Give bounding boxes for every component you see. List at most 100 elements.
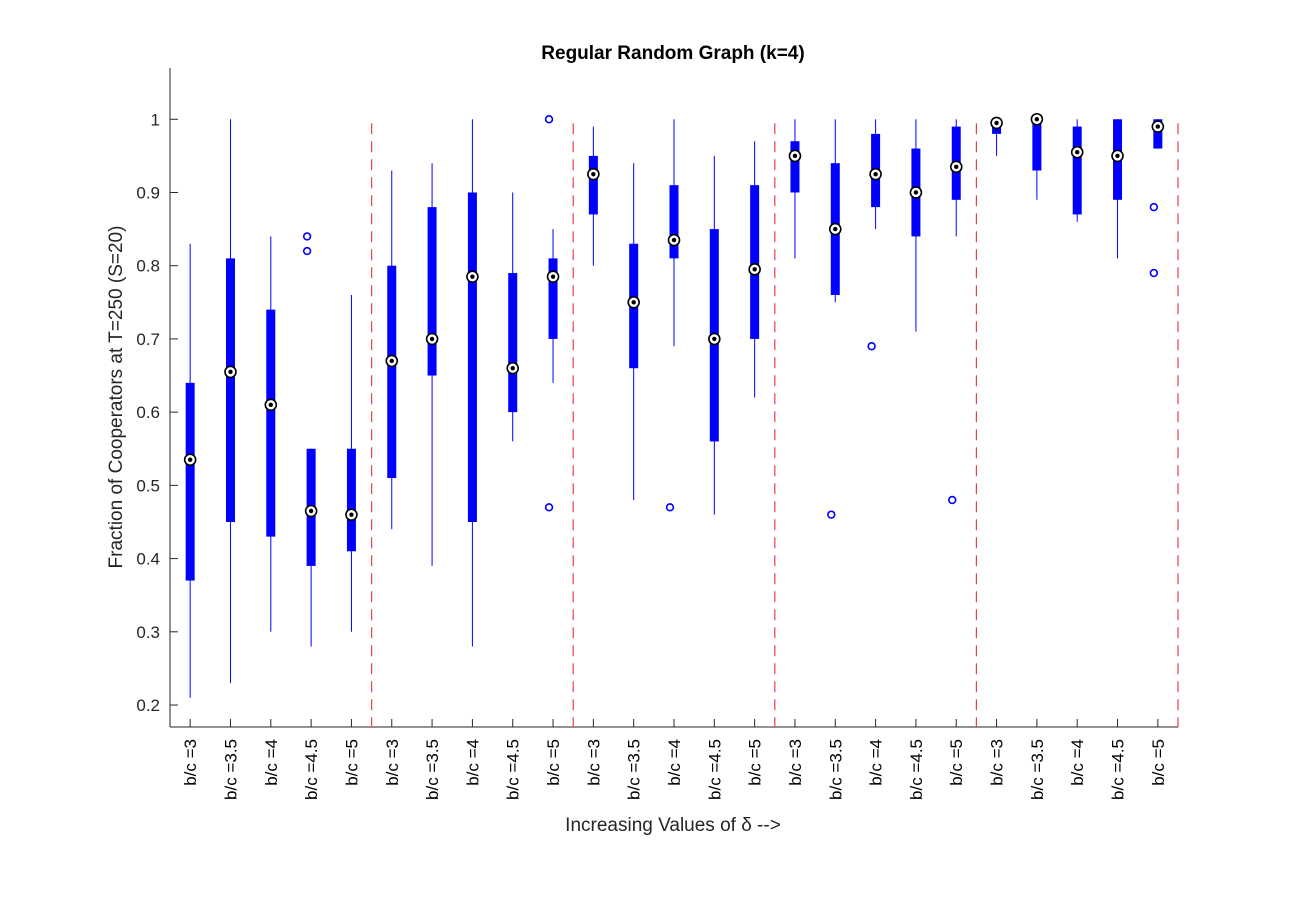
outlier-point (665, 503, 675, 512)
outlier-point (1149, 268, 1159, 278)
x-tick-label: b/c =3 (181, 739, 200, 786)
x-tick-label: b/c =3.5 (1028, 739, 1047, 800)
median-dot (712, 336, 717, 342)
x-tick-label: b/c =4 (463, 739, 482, 786)
box-body (669, 185, 679, 259)
box-11 (587, 126, 600, 266)
y-tick-label: 1 (151, 110, 160, 129)
x-tick-label: b/c =4 (262, 739, 281, 786)
median-dot (671, 237, 677, 243)
outlier-point (948, 495, 957, 505)
x-tick-label: b/c =3.5 (423, 739, 442, 800)
median-dot (228, 369, 233, 375)
box-body (508, 273, 518, 413)
median-dot (1155, 124, 1161, 129)
outlier-point (1149, 202, 1159, 212)
median-dot (550, 274, 556, 279)
median-dot (187, 457, 193, 462)
x-tick-label: b/c =4.5 (907, 739, 926, 800)
x-tick-label: b/c =4.5 (504, 739, 523, 800)
box-body (750, 185, 760, 339)
median-dot (308, 508, 314, 514)
y-tick-label: 0.2 (136, 696, 160, 715)
median-dot (1075, 150, 1080, 155)
box-20 (948, 119, 963, 505)
box-23 (1070, 119, 1084, 222)
outlier-point (302, 232, 312, 241)
box-3 (264, 236, 278, 632)
box-body (225, 258, 235, 522)
box-body (1032, 119, 1042, 171)
box-10 (544, 115, 560, 512)
box-25 (1149, 119, 1165, 278)
box-24 (1111, 119, 1124, 259)
box-8 (466, 119, 479, 647)
box-body (1153, 119, 1163, 149)
box-13 (665, 119, 681, 512)
y-tick-label: 0.3 (136, 623, 160, 642)
outlier-point (867, 342, 876, 351)
median-dot (510, 366, 515, 371)
y-axis-label: Fraction of Cooperators at T=250 (S=20) (106, 226, 127, 569)
box-body (548, 258, 558, 339)
box-body (790, 141, 800, 193)
box-body (266, 309, 276, 537)
median-dot (349, 512, 354, 517)
median-dot (1115, 153, 1120, 159)
median-dot (591, 171, 596, 177)
x-tick-label: b/c =5 (1149, 739, 1168, 786)
box-19 (909, 119, 923, 332)
box-body (346, 448, 356, 552)
x-tick-label: b/c =4.5 (1109, 739, 1128, 800)
outlier-point (827, 510, 836, 519)
median-dot (954, 164, 959, 170)
y-tick-label: 0.5 (136, 476, 160, 495)
box-1 (183, 243, 197, 698)
outlier-point (544, 115, 554, 124)
x-axis-label: Increasing Values of δ --> (565, 815, 781, 836)
x-tick-label: b/c =5 (947, 739, 966, 786)
x-tick-label: b/c =5 (746, 739, 765, 786)
x-tick-label: b/c =3 (988, 739, 1007, 786)
group-separators (371, 123, 1179, 727)
y-tick-label: 0.6 (136, 403, 160, 422)
x-tick-label: b/c =4 (867, 739, 886, 786)
x-tick-label: b/c =5 (544, 739, 563, 786)
box-4 (302, 232, 318, 647)
median-dot (913, 190, 919, 195)
chart-title: Regular Random Graph (k=4) (541, 43, 804, 64)
box-body (467, 192, 477, 522)
outlier-point (302, 246, 312, 256)
boxes (183, 112, 1165, 698)
box-5 (345, 294, 358, 632)
median-dot (994, 120, 999, 126)
box-22 (1030, 112, 1044, 200)
box-18 (867, 119, 882, 351)
box-14 (708, 155, 721, 515)
box-body (185, 382, 195, 581)
x-tick-label: b/c =3 (786, 739, 805, 786)
box-body (387, 265, 397, 479)
median-dot (833, 226, 838, 232)
box-15 (748, 141, 761, 398)
y-tick-label: 0.8 (136, 257, 160, 276)
axes: 0.2 0.3 0.4 0.5 0.6 0.7 0.8 0.9 1 (136, 68, 1178, 728)
y-tick-label: 0.4 (136, 550, 160, 569)
box-body (588, 155, 598, 215)
outlier-point (544, 503, 554, 512)
x-tick-labels: b/c =3 b/c =3.5 b/c =4 b/c =4.5 b/c =5 b/c =3… (181, 719, 1168, 800)
box-16 (788, 119, 802, 259)
y-tick-label: 0.9 (136, 183, 160, 202)
median-dot (792, 153, 798, 159)
x-tick-label: b/c =4.5 (302, 739, 321, 800)
x-tick-label: b/c =3 (584, 739, 603, 786)
x-tick-label: b/c =4 (1068, 739, 1087, 786)
box-9 (506, 192, 520, 442)
box-21 (990, 116, 1003, 156)
median-dot (389, 358, 394, 364)
x-tick-label: b/c =5 (342, 739, 361, 786)
y-tick-label: 0.7 (136, 330, 160, 349)
x-tick-label: b/c =3.5 (826, 739, 845, 800)
median-dot (470, 274, 475, 279)
